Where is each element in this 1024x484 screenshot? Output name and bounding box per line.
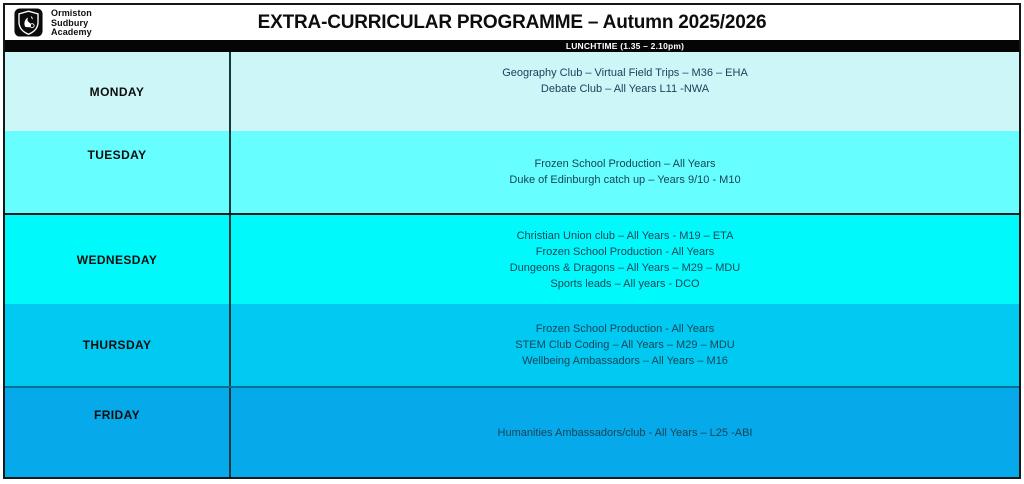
activities-list: Frozen School Production - All Years STEM… xyxy=(515,321,735,369)
activity-line: Dungeons & Dragons – All Years – M29 – M… xyxy=(509,261,741,274)
school-name-line: Academy xyxy=(51,27,92,37)
day-cell: TUESDAY xyxy=(5,131,231,213)
activities-cell: Geography Club – Virtual Field Trips – M… xyxy=(231,52,1019,131)
activity-line: Wellbeing Ambassadors – All Years – M16 xyxy=(522,355,728,367)
activity-line: Frozen School Production - All Years xyxy=(535,245,715,258)
activity-line: Humanities Ambassadors/club - All Years … xyxy=(497,426,753,439)
lunchtime-header-bar: LUNCHTIME (1.35 – 2.10pm) xyxy=(5,40,1019,52)
table-row-tuesday: TUESDAY Frozen School Production – All Y… xyxy=(5,131,1019,213)
activity-line: Duke of Edinburgh catch up – Years 9/10 … xyxy=(509,174,741,186)
activity-line: Christian Union club – All Years - M19 –… xyxy=(516,229,734,242)
table-row-wednesday: WEDNESDAY Christian Union club – All Yea… xyxy=(5,213,1019,304)
day-cell: FRIDAY xyxy=(5,388,231,477)
school-name-line: Sudbury xyxy=(51,17,89,28)
lunchtime-bar-spacer xyxy=(5,40,231,52)
school-crest-shield-icon xyxy=(14,8,43,37)
schedule-table: MONDAY Geography Club – Virtual Field Tr… xyxy=(5,52,1019,477)
lunchtime-label: LUNCHTIME (1.35 – 2.10pm) xyxy=(565,41,685,51)
activity-line: Debate Club – All Years L11 -NWA xyxy=(540,82,710,95)
activity-line: Frozen School Production - All Years xyxy=(535,323,715,335)
activity-line: Sports leads – All years - DCO xyxy=(550,277,700,290)
table-row-friday: FRIDAY Humanities Ambassadors/club - All… xyxy=(5,386,1019,477)
programme-sheet: Ormiston Sudbury Academy EXTRA-CURRICULA… xyxy=(3,3,1021,479)
activities-list: Christian Union club – All Years - M19 –… xyxy=(510,228,741,292)
activities-cell: Frozen School Production – All Years Duke… xyxy=(231,131,1019,213)
school-name-line: Ormiston xyxy=(51,8,92,18)
table-row-thursday: THURSDAY Frozen School Production - All … xyxy=(5,304,1019,386)
activities-list: Frozen School Production – All Years Duke… xyxy=(509,156,740,188)
table-row-monday: MONDAY Geography Club – Virtual Field Tr… xyxy=(5,52,1019,131)
activity-line: Geography Club – Virtual Field Trips – M… xyxy=(502,66,748,79)
page-title: EXTRA-CURRICULAR PROGRAMME – Autumn 2025… xyxy=(257,12,767,33)
school-name: Ormiston Sudbury Academy xyxy=(51,8,92,38)
day-cell: MONDAY xyxy=(5,52,231,131)
activity-line: Frozen School Production – All Years xyxy=(534,158,716,170)
activities-list: Humanities Ambassadors/club - All Years … xyxy=(498,425,753,441)
activities-cell: Frozen School Production - All Years STEM… xyxy=(231,304,1019,386)
activities-list: Geography Club – Virtual Field Trips – M… xyxy=(502,65,748,97)
activity-line: STEM Club Coding – All Years – M29 – MDU xyxy=(515,339,735,351)
sheet-header: Ormiston Sudbury Academy EXTRA-CURRICULA… xyxy=(5,5,1019,40)
activities-cell: Humanities Ambassadors/club - All Years … xyxy=(231,388,1019,477)
day-cell: THURSDAY xyxy=(5,304,231,386)
day-cell: WEDNESDAY xyxy=(5,215,231,304)
activities-cell: Christian Union club – All Years - M19 –… xyxy=(231,215,1019,304)
